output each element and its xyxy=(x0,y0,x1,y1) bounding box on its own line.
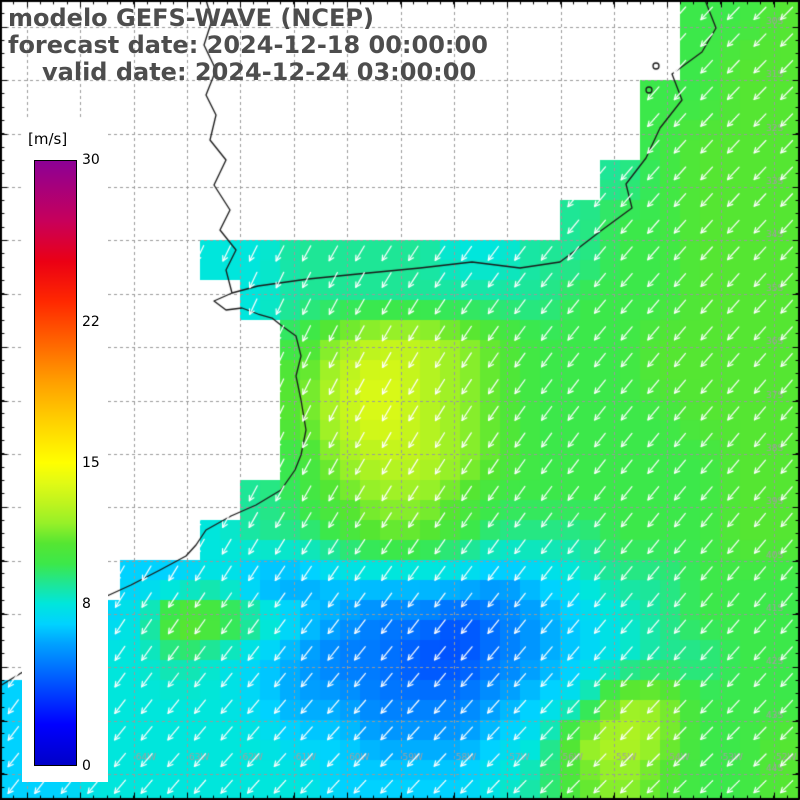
colorbar-tick-labels: 30 22 15 8 0 xyxy=(34,152,100,774)
forecast-date-label: forecast date: 2024-12-18 00:00:00 xyxy=(8,31,488,59)
colorbar-unit-label: [m/s] xyxy=(28,130,68,148)
colorbar-tick-label: 0 xyxy=(82,758,91,774)
valid-date-label: valid date: 2024-12-24 03:00:00 xyxy=(42,58,477,86)
colorbar-tick-label: 15 xyxy=(82,455,100,471)
colorbar-tick-label: 8 xyxy=(82,596,91,613)
figure-title-block: modelo GEFS-WAVE (NCEP) forecast date: 2… xyxy=(8,5,488,86)
colorbar-tick-label: 22 xyxy=(82,313,100,330)
colorbar: [m/s] 30 22 15 8 0 xyxy=(22,118,108,782)
model-title: modelo GEFS-WAVE (NCEP) xyxy=(8,4,374,32)
colorbar-tick-label: 30 xyxy=(82,152,100,168)
colorbar-gradient xyxy=(34,160,77,766)
